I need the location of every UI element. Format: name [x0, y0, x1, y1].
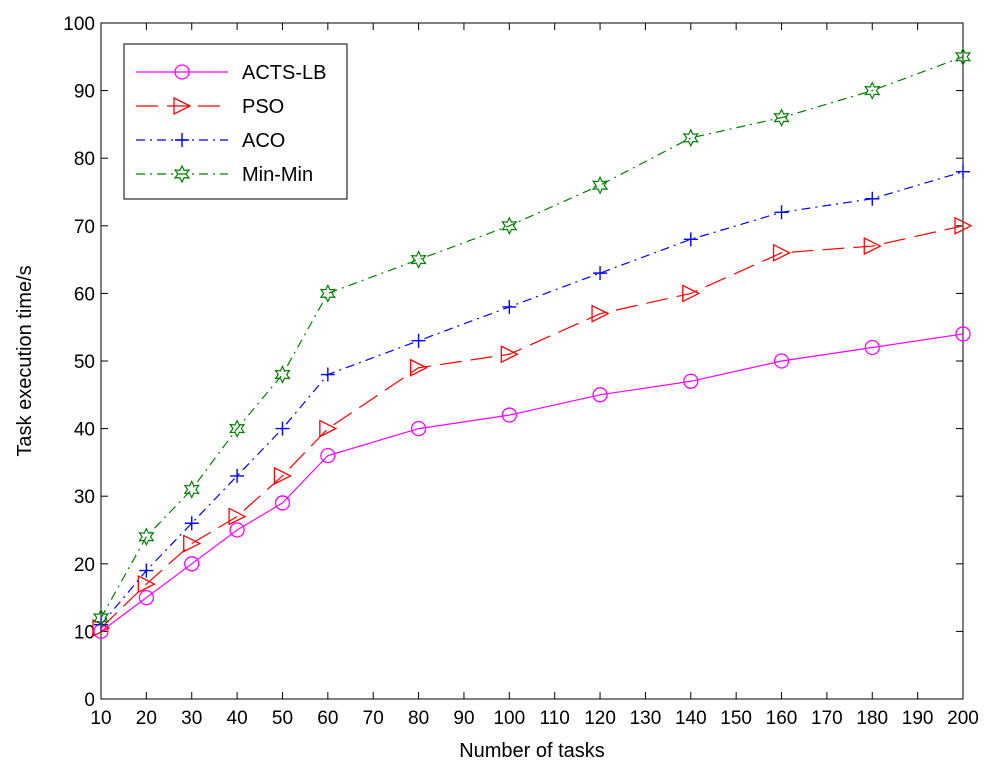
x-tick-label: 130 — [630, 708, 662, 729]
x-tick-label: 160 — [766, 708, 798, 729]
y-tick-label: 10 — [74, 622, 95, 643]
x-tick-label: 10 — [90, 708, 111, 729]
x-tick-label: 70 — [363, 708, 384, 729]
y-tick-label: 90 — [74, 82, 95, 103]
x-tick-label: 100 — [493, 708, 525, 729]
y-tick-label: 50 — [74, 352, 95, 373]
x-tick-label: 150 — [720, 708, 752, 729]
x-axis-label: Number of tasks — [459, 740, 605, 762]
x-tick-label: 190 — [902, 708, 934, 729]
x-tick-label: 80 — [408, 708, 429, 729]
y-tick-label: 60 — [74, 284, 95, 305]
legend-label: ACTS-LB — [242, 62, 326, 84]
x-tick-label: 120 — [584, 708, 616, 729]
x-tick-label: 180 — [856, 708, 888, 729]
x-tick-label: 50 — [272, 708, 293, 729]
x-tick-label: 30 — [181, 708, 202, 729]
x-tick-label: 200 — [947, 708, 979, 729]
x-tick-label: 170 — [811, 708, 843, 729]
legend-label: PSO — [242, 96, 284, 118]
y-tick-label: 70 — [74, 217, 95, 238]
x-tick-label: 140 — [675, 708, 707, 729]
y-axis-label: Task execution time/s — [14, 265, 36, 456]
legend-label: Min-Min — [242, 164, 313, 186]
y-tick-label: 100 — [63, 14, 95, 35]
y-tick-label: 20 — [74, 555, 95, 576]
x-tick-label: 40 — [227, 708, 248, 729]
x-tick-label: 20 — [136, 708, 157, 729]
legend: ACTS-LB PSO ACO Min-Min — [124, 44, 347, 199]
y-tick-label: 30 — [74, 487, 95, 508]
x-tick-label: 110 — [540, 708, 570, 729]
legend-label: ACO — [242, 130, 285, 152]
y-tick-label: 40 — [74, 420, 95, 441]
x-tick-label: 90 — [453, 708, 474, 729]
x-tick-label: 60 — [317, 708, 338, 729]
y-tick-label: 80 — [74, 149, 95, 170]
